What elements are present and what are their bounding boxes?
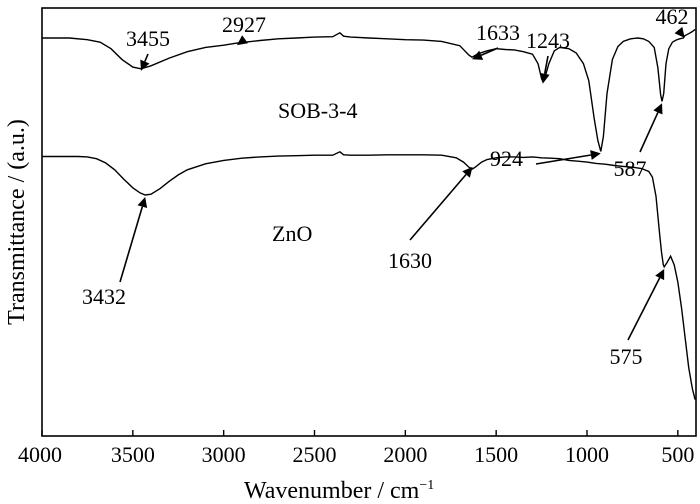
x-tick-label: 1000 [565, 442, 609, 467]
x-tick-label: 2000 [383, 442, 427, 467]
annotation-arrow [119, 197, 148, 283]
annotation-layer: 3455 2927 1633 1243 462 924 587 3432 1630 575 [82, 4, 689, 369]
peak-label-2927: 2927 [222, 12, 266, 37]
annotation-arrow [140, 53, 150, 71]
x-tick-label: 500 [661, 442, 694, 467]
series-label-zno: ZnO [272, 221, 312, 246]
x-tick-label: 3000 [202, 442, 246, 467]
peak-label-1630: 1630 [388, 248, 432, 273]
annotation-arrow [674, 26, 685, 38]
x-tick-label: 2500 [293, 442, 337, 467]
x-axis-title-text: Wavenumber / cm [244, 478, 420, 504]
annotation-arrow [539, 55, 550, 84]
annotation-arrow [236, 35, 248, 46]
annotation-arrow [472, 47, 499, 60]
y-axis-title: Transmittance / (a.u.) [4, 119, 30, 325]
series-label-sob: SOB-3-4 [278, 98, 357, 123]
annotation-arrow [639, 103, 663, 153]
x-tick-label: 1500 [474, 442, 518, 467]
peak-label-1243: 1243 [526, 28, 570, 53]
series-line-zno [42, 150, 696, 400]
plot-frame [41, 7, 697, 437]
peak-label-587: 587 [614, 156, 647, 181]
peak-label-3455: 3455 [126, 26, 170, 51]
x-tick-label: 3500 [111, 442, 155, 467]
annotation-arrow [627, 268, 665, 341]
peak-label-3432: 3432 [82, 284, 126, 309]
x-axis-ticks: 4000 3500 3000 2500 2000 1500 1000 500 [18, 430, 694, 467]
x-axis-title: Wavenumber / cm−1 [244, 478, 434, 504]
annotation-arrow [409, 166, 473, 241]
series-layer [42, 28, 696, 400]
peak-label-462: 462 [656, 4, 689, 29]
peak-label-1633: 1633 [476, 20, 520, 45]
peak-label-575: 575 [610, 344, 643, 369]
peak-label-924: 924 [490, 146, 523, 171]
x-axis-title-sup: −1 [419, 478, 434, 493]
series-line-sob-3-4 [42, 28, 696, 152]
x-tick-label: 4000 [18, 442, 62, 467]
annotation-arrow [535, 150, 601, 165]
